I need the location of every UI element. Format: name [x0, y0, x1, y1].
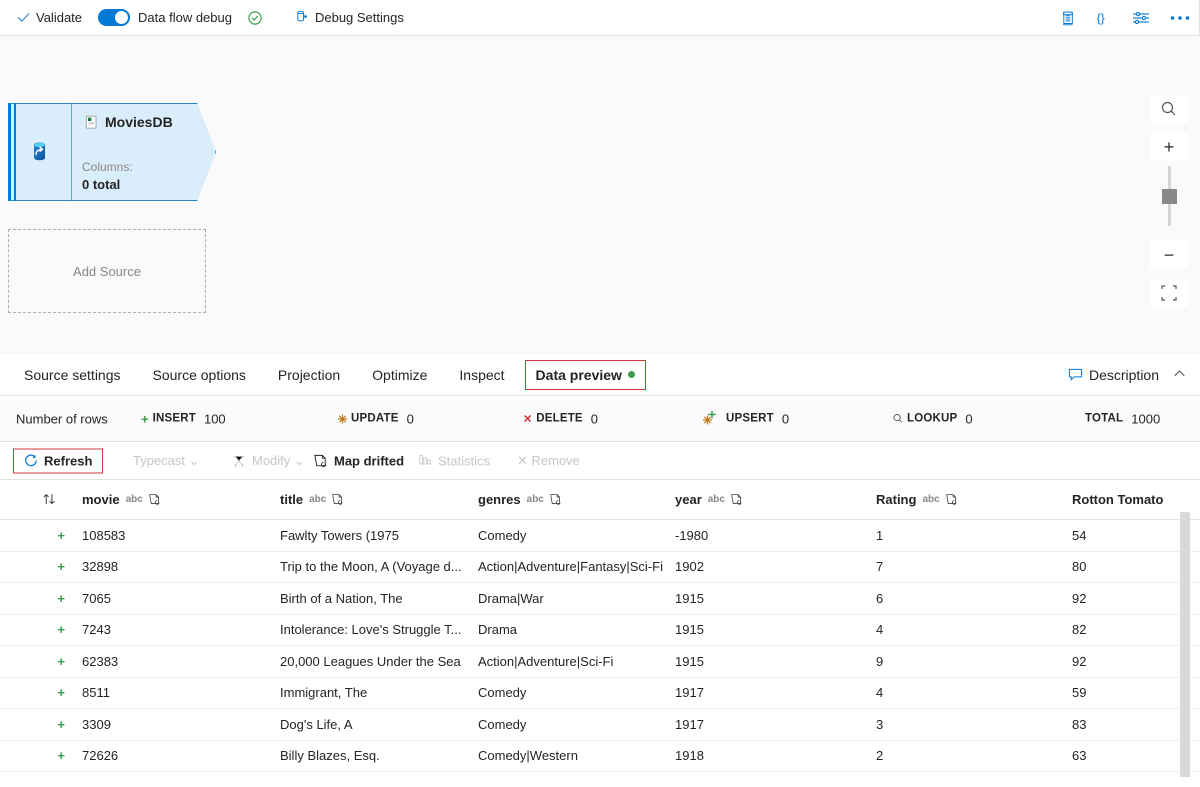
- svg-text:{}: {}: [1097, 11, 1105, 25]
- svg-text:1:N: 1:N: [88, 121, 94, 125]
